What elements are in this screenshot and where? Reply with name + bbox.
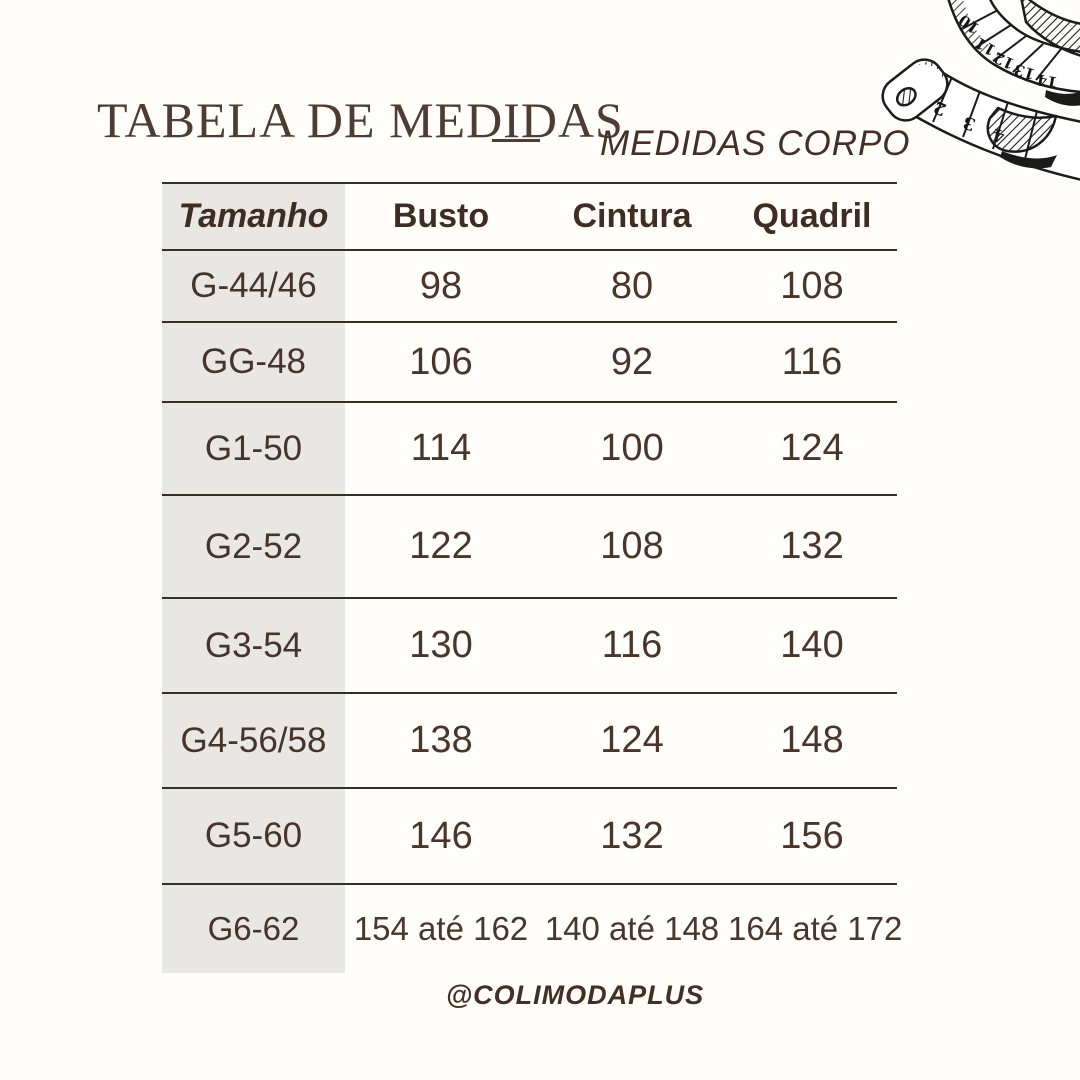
cell-busto: 154 até 162 bbox=[353, 910, 529, 947]
subtitle-dash bbox=[492, 139, 540, 142]
cell-quadril: 124 bbox=[727, 402, 897, 496]
cell-cintura: 124 bbox=[537, 693, 727, 789]
cell-quadril: 140 bbox=[727, 598, 897, 694]
cell-cintura: 108 bbox=[537, 495, 727, 599]
cell-busto: 138 bbox=[345, 693, 537, 789]
cell-tamanho: G1-50 bbox=[162, 402, 345, 496]
size-table-body: G-44/46 98 80 108 GG-48 106 92 116 G1-50… bbox=[162, 250, 903, 973]
table-row: G5-60 146 132 156 bbox=[162, 788, 897, 885]
size-table: Tamanho Busto Cintura Quadril G-44/46 98… bbox=[162, 182, 903, 973]
cell-quadril: 164 até 172 bbox=[728, 910, 903, 947]
cell-cintura: 100 bbox=[537, 402, 727, 496]
cell-cintura: 132 bbox=[537, 788, 727, 885]
cell-busto: 114 bbox=[345, 402, 537, 496]
cell-cintura: 80 bbox=[537, 250, 727, 323]
cell-quadril: 116 bbox=[727, 322, 897, 403]
size-table-header: Tamanho Busto Cintura Quadril bbox=[162, 182, 897, 251]
cell-tamanho: GG-48 bbox=[162, 322, 345, 403]
column-header-tamanho: Tamanho bbox=[162, 182, 345, 251]
cell-tamanho: G2-52 bbox=[162, 495, 345, 599]
column-header-quadril: Quadril bbox=[727, 182, 897, 251]
cell-cintura: 92 bbox=[537, 322, 727, 403]
cell-cintura: 140 até 148 bbox=[544, 910, 720, 947]
tape-number: 14 bbox=[1035, 70, 1059, 91]
cell-tamanho: G3-54 bbox=[162, 598, 345, 694]
table-row: G3-54 130 116 140 bbox=[162, 598, 897, 694]
cell-busto: 122 bbox=[345, 495, 537, 599]
cell-cintura: 116 bbox=[537, 598, 727, 694]
table-row: G4-56/58 138 124 148 bbox=[162, 693, 897, 789]
cell-tamanho: G6-62 bbox=[162, 884, 345, 973]
header-row: Tamanho Busto Cintura Quadril bbox=[162, 182, 897, 251]
cell-tamanho: G4-56/58 bbox=[162, 693, 345, 789]
cell-quadril: 132 bbox=[727, 495, 897, 599]
tape-number: 13 bbox=[1012, 60, 1037, 83]
cell-busto: 98 bbox=[345, 250, 537, 323]
measuring-tape-sketch-icon: 10 11 12 13 14 2 3 4 bbox=[881, 0, 1080, 181]
cell-quadril: 108 bbox=[727, 250, 897, 323]
page-subtitle: MEDIDAS CORPO bbox=[600, 124, 911, 163]
table-row: G2-52 122 108 132 bbox=[162, 495, 897, 599]
page-title: TABELA DE MEDIDAS bbox=[97, 91, 624, 148]
cell-busto: 130 bbox=[345, 598, 537, 694]
table-row: GG-48 106 92 116 bbox=[162, 322, 897, 403]
table-row: G6-62 154 até 162 140 até 148 164 até 17… bbox=[162, 884, 903, 973]
tape-number: 3 bbox=[961, 111, 978, 134]
table-row: G1-50 114 100 124 bbox=[162, 402, 897, 496]
cell-busto: 106 bbox=[345, 322, 537, 403]
cell-quadril: 156 bbox=[727, 788, 897, 885]
column-header-cintura: Cintura bbox=[537, 182, 727, 251]
column-header-busto: Busto bbox=[345, 182, 537, 251]
table-row: G-44/46 98 80 108 bbox=[162, 250, 897, 323]
footer-handle: @COLIMODAPLUS bbox=[445, 980, 705, 1010]
cell-quadril: 148 bbox=[727, 693, 897, 789]
measuring-tape-illustration: 10 11 12 13 14 2 3 4 bbox=[870, 0, 1080, 198]
cell-tamanho: G5-60 bbox=[162, 788, 345, 885]
cell-tamanho: G-44/46 bbox=[162, 250, 345, 323]
cell-busto: 146 bbox=[345, 788, 537, 885]
